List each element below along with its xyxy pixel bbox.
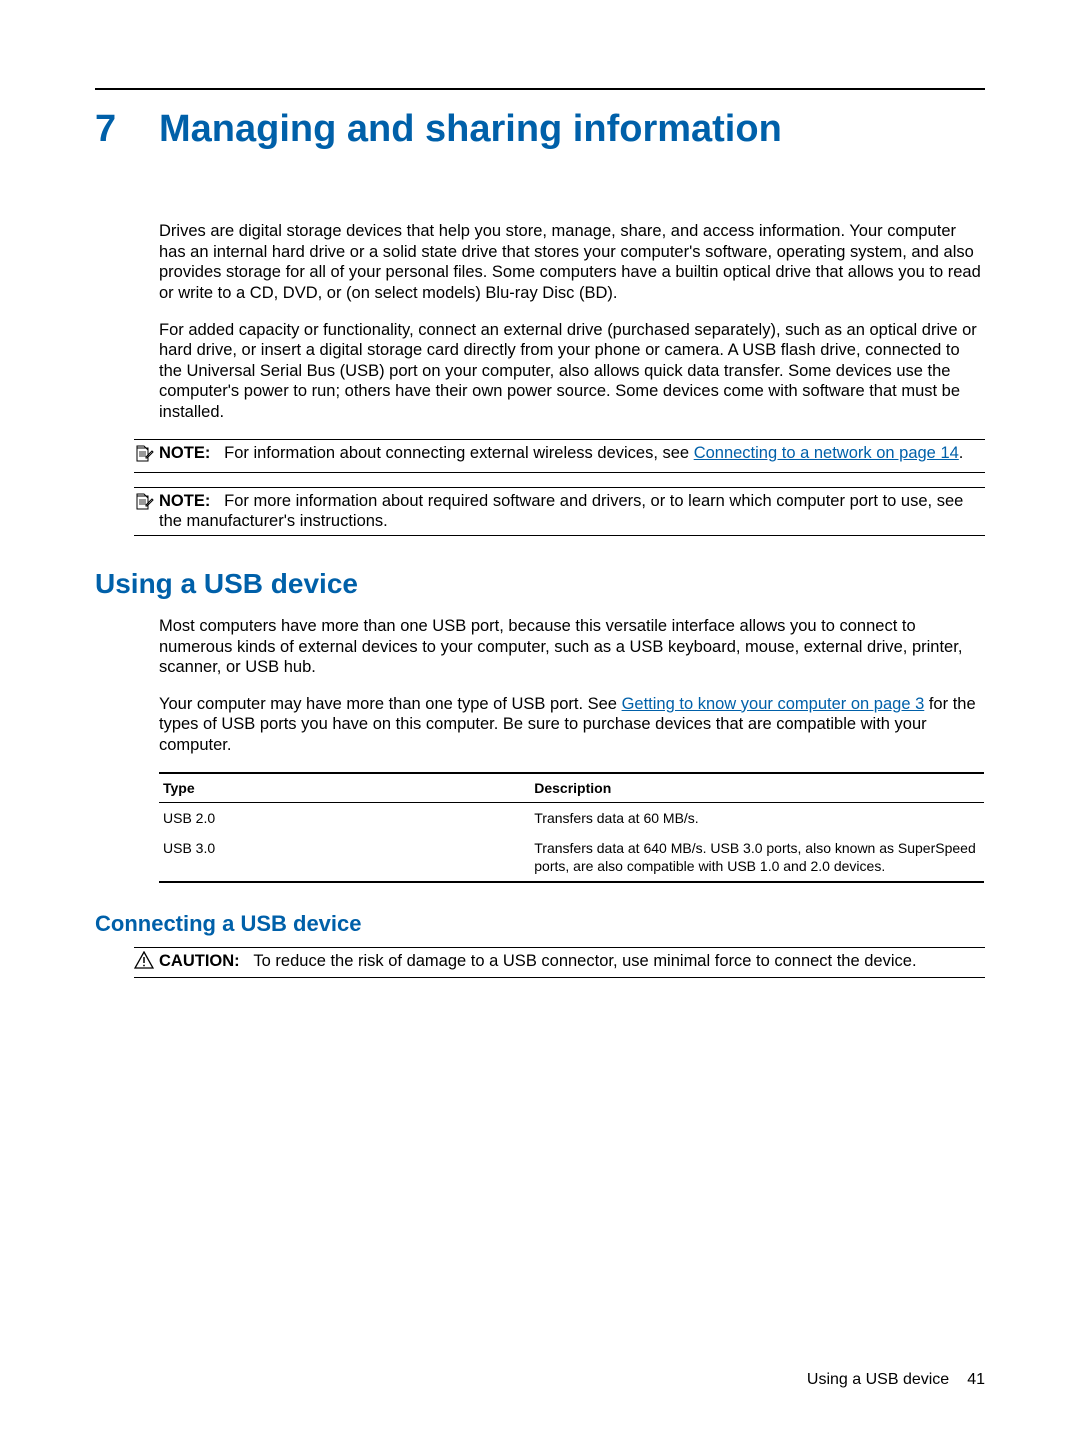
usb-para-1: Most computers have more than one USB po… — [159, 616, 985, 678]
note-icon — [134, 444, 156, 469]
cell-desc: Transfers data at 640 MB/s. USB 3.0 port… — [530, 833, 984, 882]
table-header-row: Type Description — [159, 773, 984, 803]
note1-link[interactable]: Connecting to a network on page 14 — [694, 444, 959, 462]
cell-desc: Transfers data at 60 MB/s. — [530, 802, 984, 833]
col-type-header: Type — [159, 773, 530, 803]
note-label: NOTE: — [159, 444, 210, 462]
intro-para-1: Drives are digital storage devices that … — [159, 221, 985, 304]
note1-pre: For information about connecting externa… — [224, 444, 694, 462]
caution-block: CAUTION: To reduce the risk of damage to… — [134, 947, 985, 978]
table-row: USB 2.0 Transfers data at 60 MB/s. — [159, 802, 984, 833]
chapter-number: 7 — [95, 108, 159, 151]
usb-para2-link[interactable]: Getting to know your computer on page 3 — [622, 695, 925, 713]
page-footer: Using a USB device 41 — [807, 1371, 985, 1389]
section-connect-heading: Connecting a USB device — [95, 911, 985, 937]
caution-label: CAUTION: — [159, 952, 240, 970]
caution-icon — [134, 951, 156, 974]
note-block-1: NOTE: For information about connecting e… — [134, 439, 985, 473]
caution-text: CAUTION: To reduce the risk of damage to… — [159, 951, 985, 972]
usb-para-2: Your computer may have more than one typ… — [159, 694, 985, 756]
note-icon — [134, 492, 156, 517]
chapter-header: 7 Managing and sharing information — [95, 108, 985, 151]
note1-post: . — [959, 444, 964, 462]
usb-table: Type Description USB 2.0 Transfers data … — [159, 772, 984, 884]
note-text-1: NOTE: For information about connecting e… — [159, 443, 985, 464]
note-text-2: NOTE: For more information about require… — [159, 491, 985, 532]
section-usb-heading: Using a USB device — [95, 568, 985, 600]
caution-body: To reduce the risk of damage to a USB co… — [253, 952, 916, 970]
footer-text: Using a USB device — [807, 1371, 949, 1388]
note2-body: For more information about required soft… — [159, 492, 963, 531]
cell-type: USB 2.0 — [159, 802, 530, 833]
chapter-title: Managing and sharing information — [159, 108, 782, 151]
table-row: USB 3.0 Transfers data at 640 MB/s. USB … — [159, 833, 984, 882]
note-label: NOTE: — [159, 492, 210, 510]
intro-para-2: For added capacity or functionality, con… — [159, 320, 985, 423]
col-desc-header: Description — [530, 773, 984, 803]
cell-type: USB 3.0 — [159, 833, 530, 882]
usb-para2-pre: Your computer may have more than one typ… — [159, 695, 622, 713]
footer-page-number: 41 — [967, 1371, 985, 1388]
note-block-2: NOTE: For more information about require… — [134, 487, 985, 536]
top-rule — [95, 88, 985, 90]
